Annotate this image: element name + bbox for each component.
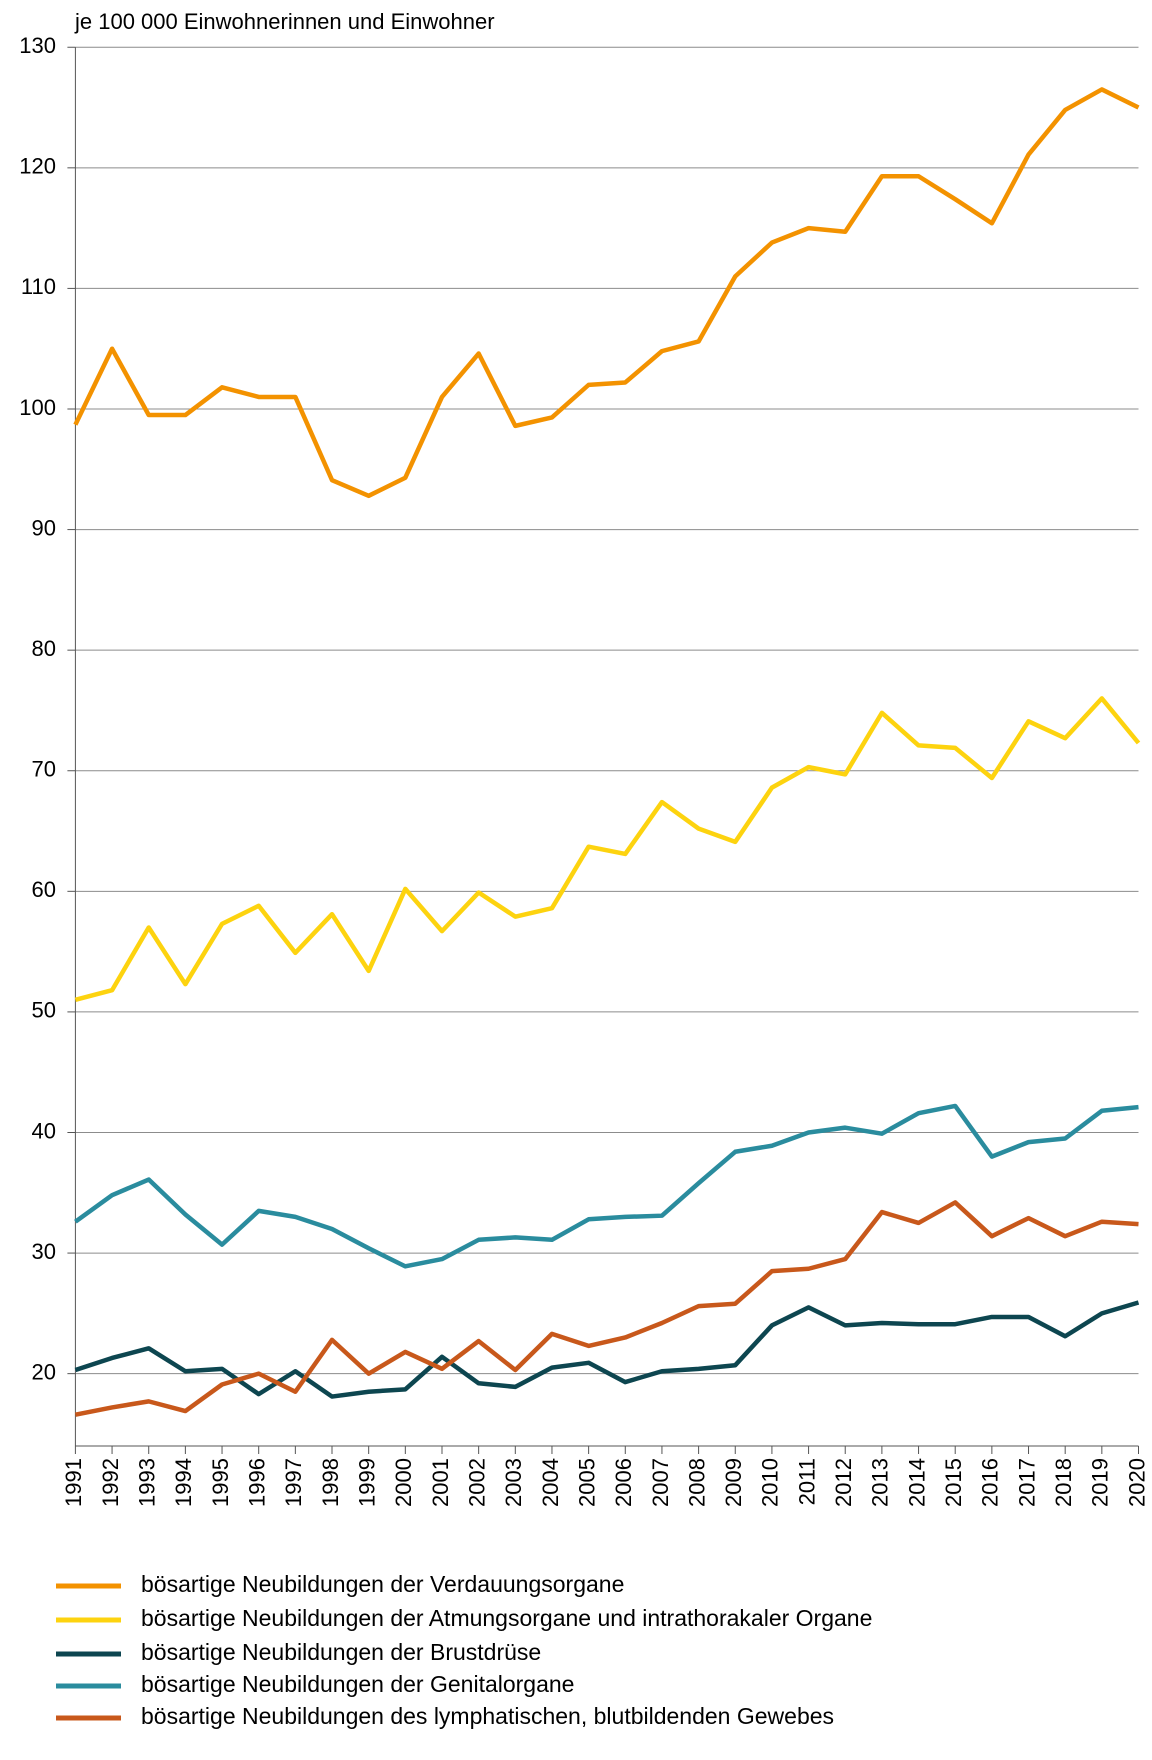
y-tick-label: 120 bbox=[19, 154, 56, 179]
data-line bbox=[74, 1103, 1139, 1269]
y-tick-label: 80 bbox=[32, 636, 56, 661]
x-tick-label: 2020 bbox=[1124, 1458, 1149, 1507]
x-tick-label: 2010 bbox=[758, 1458, 783, 1507]
x-tick-label: 2003 bbox=[501, 1458, 526, 1507]
y-tick-label: 110 bbox=[21, 274, 56, 299]
legend-label: bösartige Neubildungen des lymphatischen… bbox=[141, 1703, 834, 1729]
y-tick-label: 20 bbox=[32, 1359, 56, 1384]
x-tick-label: 1993 bbox=[135, 1458, 160, 1507]
x-tick-label: 2006 bbox=[611, 1458, 636, 1507]
x-tick-label: 2014 bbox=[904, 1458, 929, 1507]
x-tick-label: 2002 bbox=[464, 1458, 489, 1507]
data-line bbox=[73, 87, 1140, 499]
x-tick-label: 1992 bbox=[98, 1458, 123, 1507]
legend: bösartige Neubildungen der Verdauungsorg… bbox=[56, 1571, 872, 1729]
x-tick-label: 2007 bbox=[648, 1458, 673, 1507]
x-tick-label: 2015 bbox=[941, 1458, 966, 1507]
x-tick-label: 2000 bbox=[391, 1458, 416, 1507]
y-tick-label: 100 bbox=[19, 395, 56, 420]
x-tick-label: 2016 bbox=[978, 1458, 1003, 1507]
x-tick-label: 1998 bbox=[318, 1458, 343, 1507]
x-tick-label: 1997 bbox=[281, 1458, 306, 1507]
x-tick-label: 1999 bbox=[354, 1458, 379, 1507]
x-tick-label: 2019 bbox=[1088, 1458, 1113, 1507]
y-tick-label: 90 bbox=[32, 515, 56, 540]
legend-label: bösartige Neubildungen der Verdauungsorg… bbox=[141, 1571, 624, 1597]
x-tick-label: 1991 bbox=[61, 1458, 86, 1507]
legend-label: bösartige Neubildungen der Genitalorgane bbox=[141, 1671, 574, 1697]
x-tick-label: 2009 bbox=[721, 1458, 746, 1507]
y-tick-label: 60 bbox=[32, 877, 56, 902]
legend-label: bösartige Neubildungen der Brustdrüse bbox=[141, 1639, 541, 1665]
data-line bbox=[74, 1300, 1140, 1399]
x-tick-label: 2008 bbox=[684, 1458, 709, 1507]
y-tick-label: 40 bbox=[32, 1118, 56, 1143]
data-line bbox=[74, 696, 1141, 1003]
data-line bbox=[74, 1200, 1139, 1417]
y-tick-label: 130 bbox=[19, 33, 56, 58]
y-tick-label: 30 bbox=[32, 1239, 56, 1264]
x-tick-label: 2012 bbox=[831, 1458, 856, 1507]
x-tick-label: 2018 bbox=[1051, 1458, 1076, 1507]
x-tick-label: 2001 bbox=[428, 1458, 453, 1507]
y-tick-label: 70 bbox=[32, 757, 56, 782]
x-tick-label: 2011 bbox=[794, 1458, 819, 1505]
x-tick-label: 2005 bbox=[574, 1458, 599, 1507]
y-tick-label: 50 bbox=[32, 998, 56, 1023]
y-axis-label: je 100 000 Einwohnerinnen und Einwohner bbox=[74, 9, 495, 34]
x-tick-label: 1995 bbox=[208, 1458, 233, 1507]
x-tick-label: 1996 bbox=[245, 1458, 270, 1507]
x-tick-label: 1994 bbox=[171, 1458, 196, 1507]
x-tick-label: 2004 bbox=[538, 1458, 563, 1507]
x-tick-label: 2017 bbox=[1014, 1458, 1039, 1507]
x-tick-label: 2013 bbox=[868, 1458, 893, 1507]
legend-label: bösartige Neubildungen der Atmungsorgane… bbox=[141, 1605, 872, 1631]
